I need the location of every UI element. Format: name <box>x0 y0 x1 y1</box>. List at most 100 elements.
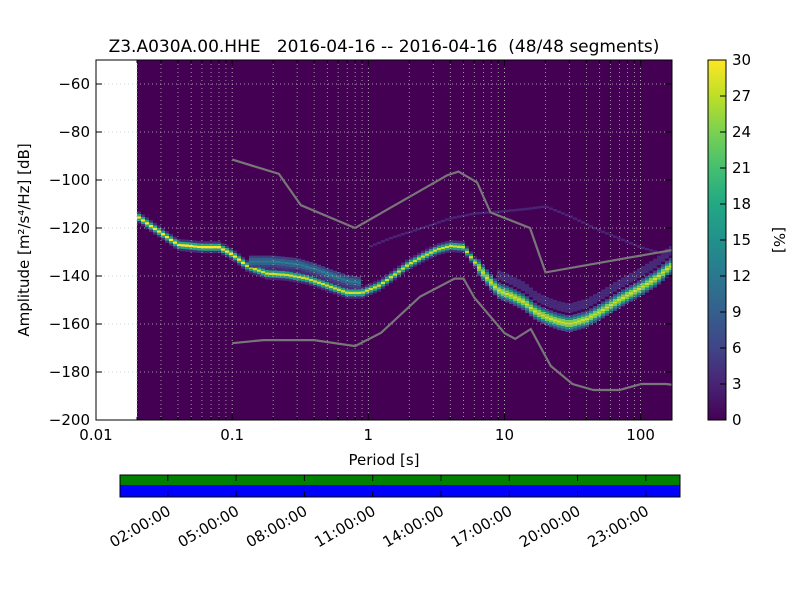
psd-cell <box>564 303 569 306</box>
psd-cell <box>360 288 365 292</box>
psd-cell <box>240 266 245 269</box>
psd-cell <box>608 308 613 311</box>
psd-cell <box>444 218 449 221</box>
psd-cell <box>660 273 665 277</box>
psd-cell <box>276 277 281 281</box>
psd-cell <box>152 230 157 233</box>
colorbar-tick-label: 12 <box>732 267 751 285</box>
psd-cell <box>520 281 525 284</box>
psd-cell <box>372 288 377 291</box>
psd-cell <box>504 285 509 288</box>
psd-cell <box>304 272 309 276</box>
psd-cell <box>296 268 301 271</box>
psd-cell <box>316 271 321 275</box>
psd-cell <box>168 243 173 246</box>
psd-cell <box>228 247 233 251</box>
psd-cell <box>624 294 629 297</box>
psd-cell <box>196 240 201 244</box>
psd-cell <box>180 248 185 252</box>
psd-cell <box>580 323 585 327</box>
psd-cell <box>636 273 641 276</box>
psd-cell <box>660 254 665 257</box>
psd-cell <box>516 281 521 285</box>
psd-cell <box>372 283 377 287</box>
psd-cell <box>664 265 669 268</box>
psd-cell <box>480 276 485 279</box>
psd-cell <box>532 312 537 315</box>
psd-cell <box>644 282 649 286</box>
psd-cell <box>224 245 229 248</box>
psd-cell <box>380 286 385 289</box>
psd-cell <box>324 277 329 280</box>
psd-cell <box>324 284 329 287</box>
psd-cell <box>400 267 405 270</box>
psd-cell <box>592 315 597 319</box>
psd-cell <box>596 315 601 319</box>
psd-cell <box>272 255 277 259</box>
psd-cell <box>348 294 353 297</box>
psd-cell <box>564 319 569 323</box>
psd-cell <box>536 314 541 318</box>
psd-cell <box>620 282 625 285</box>
psd-cell <box>488 276 493 279</box>
psd-cell <box>148 220 153 223</box>
psd-cell <box>216 246 221 249</box>
psd-cell <box>272 270 277 273</box>
psd-cell <box>152 232 157 235</box>
psd-cell <box>188 240 193 243</box>
psd-cell <box>440 244 445 247</box>
psd-cell <box>452 216 457 219</box>
psd-cell <box>484 274 489 277</box>
y-axis-label: Amplitude [m²/s⁴/Hz] [dB] <box>15 143 33 336</box>
psd-cell <box>532 307 537 311</box>
psd-cell <box>592 310 597 314</box>
psd-cell <box>280 268 285 271</box>
psd-cell <box>568 327 573 330</box>
colorbar-tick-label: 6 <box>732 339 742 357</box>
psd-cell <box>656 272 661 275</box>
psd-cell <box>432 254 437 257</box>
psd-cell <box>300 281 305 284</box>
psd-cell <box>216 241 221 244</box>
psd-cell <box>276 256 281 259</box>
psd-cell <box>556 318 561 321</box>
psd-cell <box>212 250 217 254</box>
psd-cell <box>256 274 261 277</box>
psd-cell <box>576 320 581 323</box>
psd-cell <box>340 273 345 276</box>
psd-cell <box>400 269 405 273</box>
psd-cell <box>532 295 537 299</box>
psd-cell <box>436 245 441 248</box>
y-tick-label: −100 <box>49 171 90 189</box>
psd-cell <box>336 276 341 280</box>
psd-cell <box>664 251 669 254</box>
psd-cell <box>548 324 553 328</box>
psd-cell <box>640 278 645 281</box>
psd-cell <box>336 279 341 282</box>
psd-cell <box>488 278 493 282</box>
psd-cell <box>356 291 361 294</box>
psd-cell <box>220 245 225 249</box>
psd-cell <box>268 260 273 263</box>
psd-cell <box>292 277 297 280</box>
psd-cell <box>300 262 305 265</box>
psd-cell <box>352 278 357 281</box>
psd-cell <box>372 286 377 289</box>
psd-cell <box>356 279 361 282</box>
psd-cell <box>632 277 637 281</box>
psd-cell <box>668 270 672 273</box>
psd-cell <box>536 295 541 298</box>
psd-cell <box>332 282 337 285</box>
psd-cell <box>156 227 161 231</box>
psd-cell <box>308 278 313 282</box>
psd-cell <box>284 264 289 267</box>
psd-cell <box>556 320 561 323</box>
psd-cell <box>292 264 297 268</box>
psd-cell <box>600 301 605 304</box>
psd-cell <box>608 233 613 237</box>
psd-cell <box>248 260 253 263</box>
psd-cell <box>496 284 501 288</box>
psd-cell <box>604 313 609 316</box>
psd-cell <box>636 245 641 248</box>
psd-cell <box>276 273 281 276</box>
